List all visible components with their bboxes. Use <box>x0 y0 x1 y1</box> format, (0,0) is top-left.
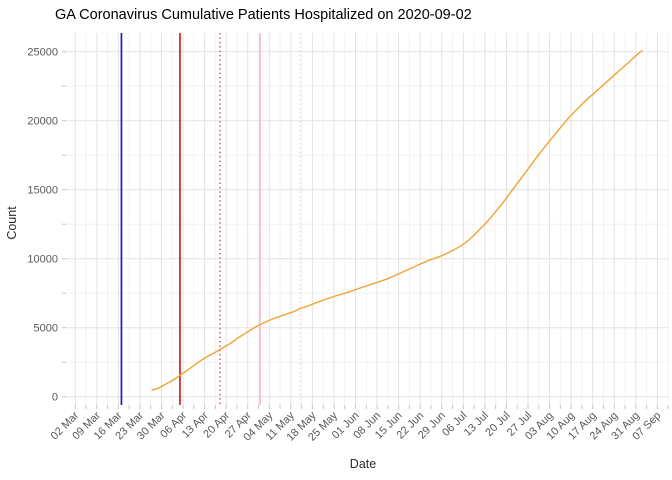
y-tick-label: 25000 <box>27 47 58 59</box>
x-axis-title: Date <box>350 457 376 471</box>
y-tick-label: 15000 <box>27 185 58 197</box>
series-layer <box>151 49 643 391</box>
y-tick-label: 20000 <box>27 116 58 128</box>
y-tick-label: 10000 <box>27 254 58 266</box>
axis-ticks-layer <box>62 51 669 409</box>
gridlines-layer <box>66 33 669 405</box>
y-tick-label: 5000 <box>34 323 58 335</box>
cumulative-hospitalized-line <box>151 49 643 391</box>
y-tick-label: 0 <box>52 392 58 404</box>
event-lines-layer <box>120 33 301 405</box>
y-axis-title: Count <box>5 206 19 240</box>
chart-title: GA Coronavirus Cumulative Patients Hospi… <box>55 7 472 23</box>
